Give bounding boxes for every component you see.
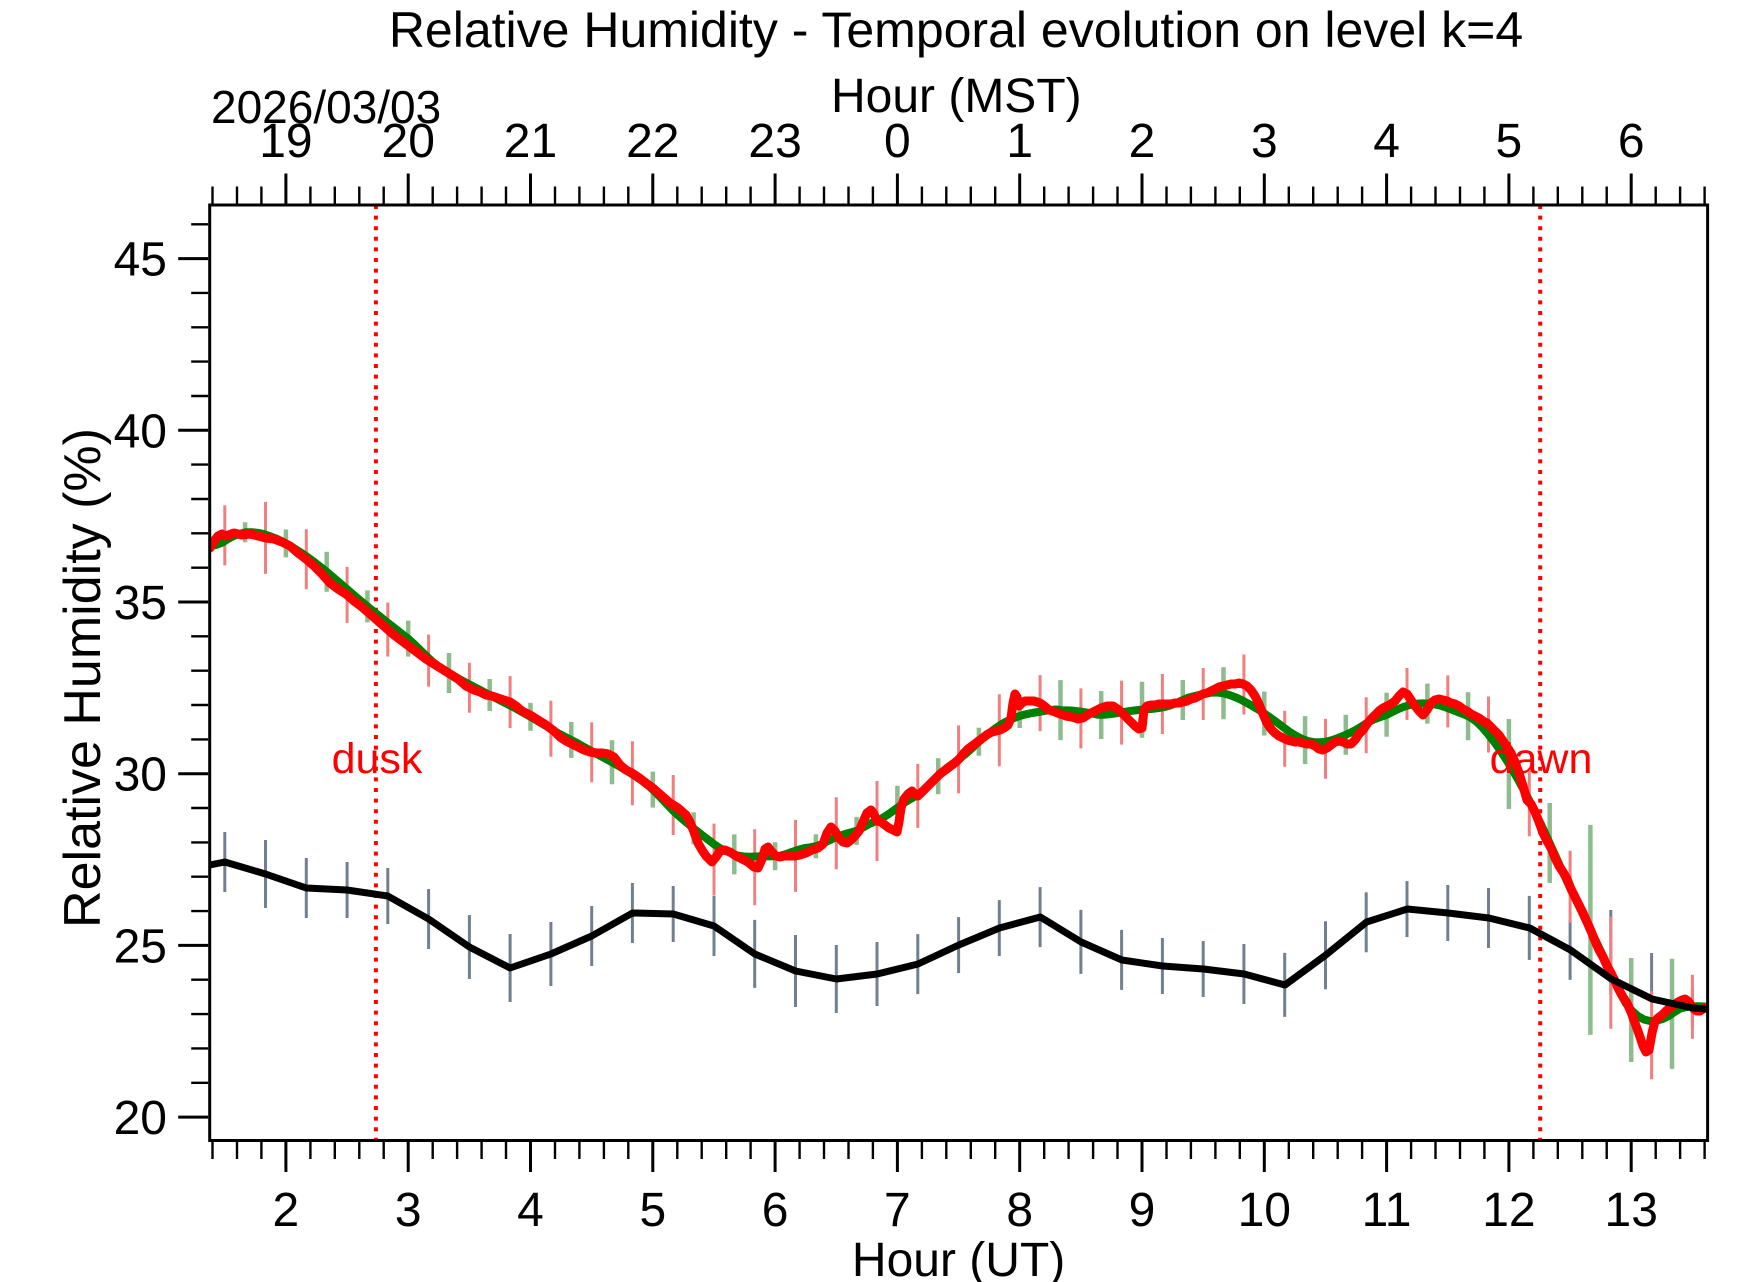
- svg-text:12: 12: [1482, 1184, 1535, 1237]
- svg-text:35: 35: [114, 577, 167, 630]
- svg-text:6: 6: [762, 1184, 789, 1237]
- svg-text:8: 8: [1006, 1184, 1033, 1237]
- svg-text:6: 6: [1618, 115, 1645, 168]
- svg-text:4: 4: [517, 1184, 544, 1237]
- svg-text:5: 5: [639, 1184, 666, 1237]
- svg-text:dawn: dawn: [1490, 735, 1593, 783]
- svg-text:20: 20: [114, 1092, 167, 1145]
- svg-text:45: 45: [114, 234, 167, 287]
- svg-text:2: 2: [1129, 115, 1156, 168]
- svg-text:21: 21: [504, 115, 557, 168]
- svg-text:7: 7: [884, 1184, 911, 1237]
- svg-text:30: 30: [114, 749, 167, 802]
- svg-text:20: 20: [382, 115, 435, 168]
- svg-text:Relative Humidity (%): Relative Humidity (%): [54, 428, 112, 928]
- svg-text:5: 5: [1496, 115, 1523, 168]
- svg-text:3: 3: [395, 1184, 422, 1237]
- svg-text:13: 13: [1605, 1184, 1658, 1237]
- svg-text:1: 1: [1006, 115, 1033, 168]
- svg-text:2: 2: [273, 1184, 300, 1237]
- svg-text:3: 3: [1251, 115, 1278, 168]
- svg-text:4: 4: [1373, 115, 1400, 168]
- svg-text:Hour (UT): Hour (UT): [852, 1234, 1065, 1282]
- svg-text:2026/03/03: 2026/03/03: [211, 81, 441, 133]
- svg-text:9: 9: [1129, 1184, 1156, 1237]
- svg-text:Relative Humidity - Temporal e: Relative Humidity - Temporal evolution o…: [389, 2, 1523, 58]
- svg-text:25: 25: [114, 920, 167, 973]
- svg-text:19: 19: [259, 115, 312, 168]
- svg-text:0: 0: [884, 115, 911, 168]
- svg-text:dusk: dusk: [332, 735, 423, 783]
- svg-text:10: 10: [1238, 1184, 1291, 1237]
- svg-text:40: 40: [114, 405, 167, 458]
- svg-text:Hour (MST): Hour (MST): [831, 70, 1082, 123]
- svg-text:22: 22: [626, 115, 679, 168]
- svg-text:11: 11: [1362, 1184, 1412, 1237]
- svg-text:23: 23: [748, 115, 801, 168]
